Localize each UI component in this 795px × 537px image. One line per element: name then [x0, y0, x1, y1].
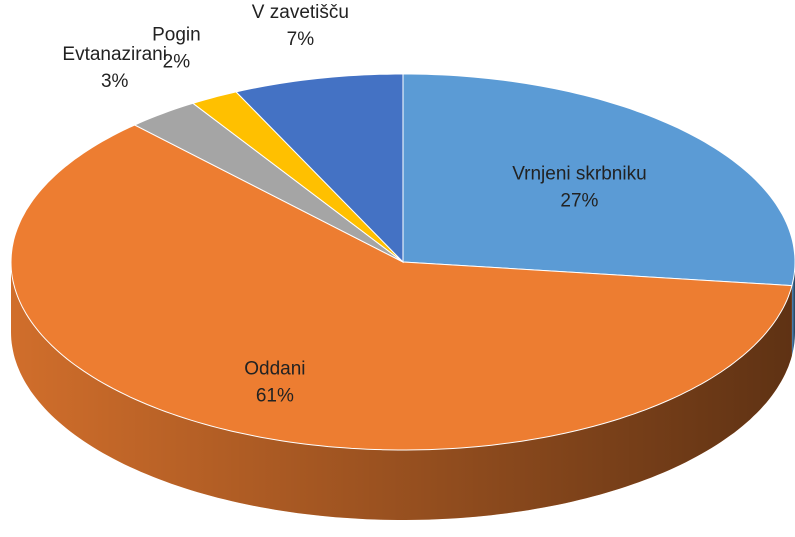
slice-side-shade — [791, 262, 795, 356]
slice — [235, 73, 404, 264]
slice-label-value: 3% — [101, 71, 129, 92]
slice-label-name: Pogin — [152, 24, 201, 45]
slice-label-name: Vrnjeni skrbniku — [512, 163, 646, 184]
slice-label-name: Evtanazirani — [62, 44, 167, 65]
slice — [10, 124, 793, 451]
slice — [191, 91, 404, 263]
slice-label-value: 7% — [287, 29, 315, 50]
slice — [402, 73, 795, 287]
slice-label-value: 2% — [163, 51, 191, 72]
slice-label-value: 61% — [256, 386, 294, 407]
slice-label-name: Oddani — [244, 359, 305, 380]
slice — [133, 102, 404, 263]
slice-label-value: 27% — [560, 190, 598, 211]
slice-label-name: V zavetišču — [252, 2, 349, 23]
slice-side-shade — [11, 262, 792, 520]
